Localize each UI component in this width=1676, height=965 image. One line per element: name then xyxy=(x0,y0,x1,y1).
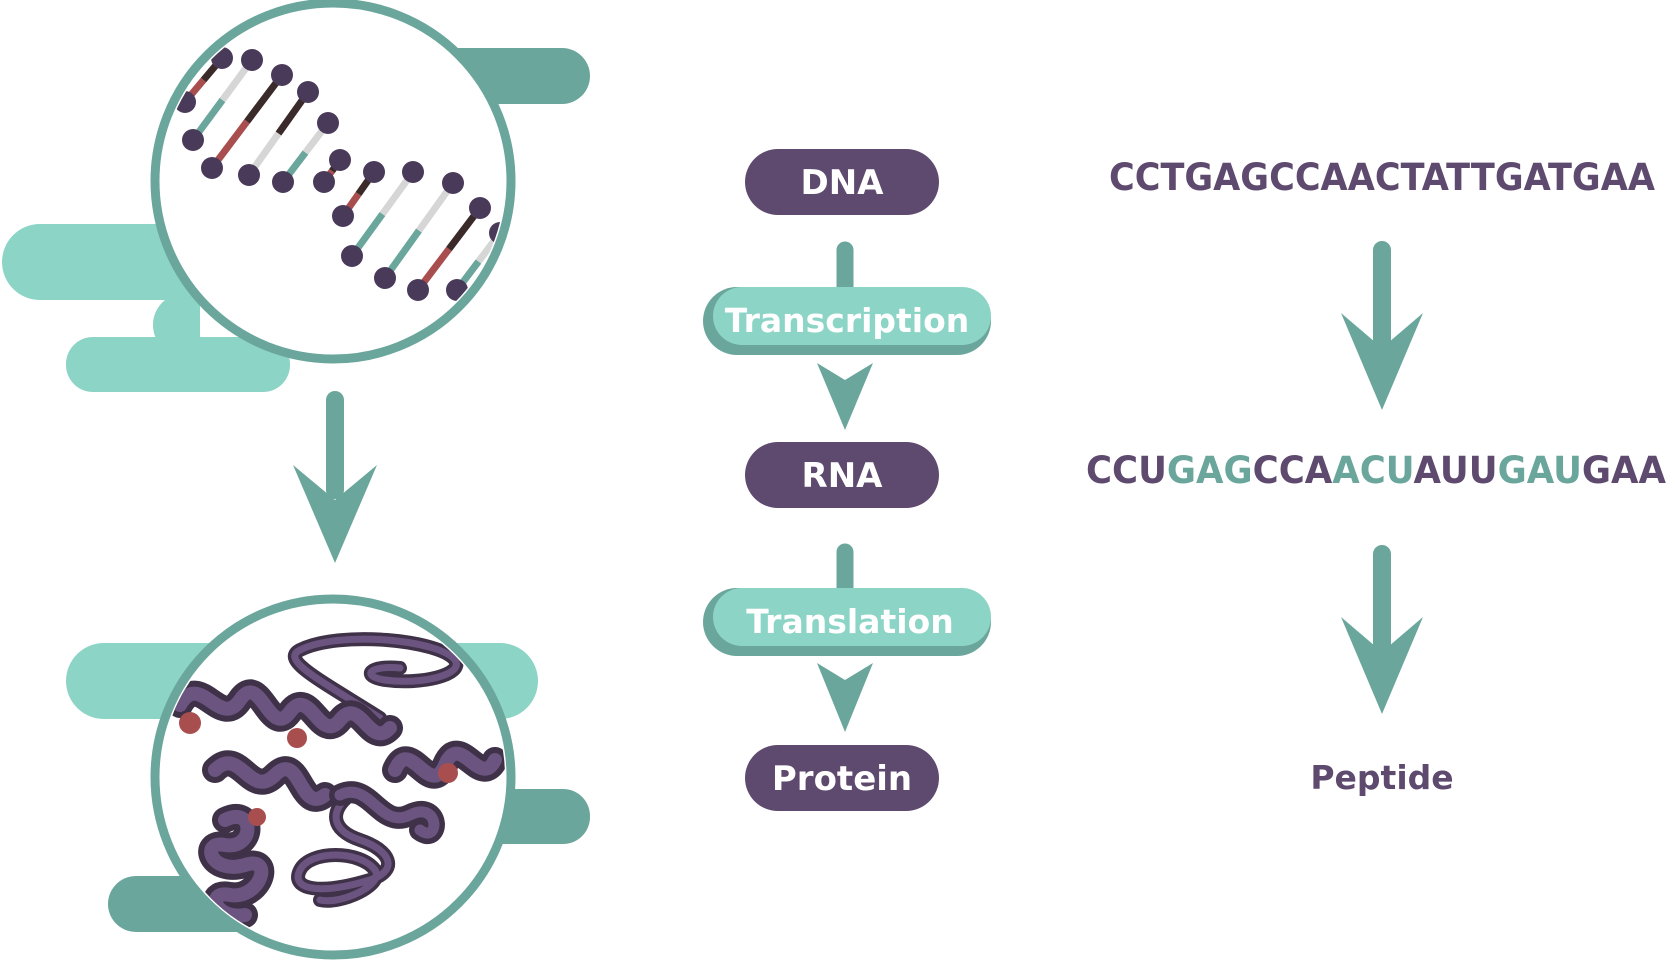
rna-sequence: CCUGAGCCAACUAUUGAUGAA xyxy=(1086,449,1666,492)
decor-blob xyxy=(2,224,200,350)
arrow-down-icon xyxy=(1341,545,1423,714)
dna-nucleotide xyxy=(241,49,263,71)
dna-illustration xyxy=(2,0,590,392)
dna-nucleotide xyxy=(313,171,335,193)
dna-nucleotide xyxy=(182,129,204,151)
rna-stage: RNA xyxy=(745,442,939,508)
transcription-step: Transcription xyxy=(703,287,991,355)
arrow-down-icon xyxy=(1341,241,1423,410)
dna-nucleotide xyxy=(317,112,339,134)
dna-nucleotide xyxy=(329,149,351,171)
dna-nucleotide xyxy=(297,81,319,103)
dna-helix-icon xyxy=(174,47,505,301)
dna-nucleotide xyxy=(271,64,293,86)
rna-codon: AUU xyxy=(1414,449,1498,492)
rna-codon: GAU xyxy=(1498,449,1582,492)
dna-nucleotide xyxy=(442,172,464,194)
protein-ribbon-icon xyxy=(167,632,505,929)
dna-stage: DNA xyxy=(745,149,939,215)
dna-nucleotide xyxy=(374,267,396,289)
dna-sequence: CCTGAGCCAACTATTGATGAA xyxy=(1109,156,1655,199)
arrow-down-icon xyxy=(293,391,377,563)
translation-label: Translation xyxy=(746,602,953,641)
rna-codon: CCU xyxy=(1086,449,1167,492)
protein-stage: Protein xyxy=(745,745,939,811)
rna-stage-label: RNA xyxy=(802,456,884,496)
dna-nucleotide xyxy=(272,171,294,193)
dna-nucleotide xyxy=(363,161,385,183)
dna-nucleotide xyxy=(341,245,363,267)
decor-blob xyxy=(66,337,290,392)
rna-codon: GAG xyxy=(1167,449,1253,492)
dna-nucleotide xyxy=(238,164,260,186)
dna-nucleotide xyxy=(402,161,424,183)
peptide-label: Peptide xyxy=(1310,758,1453,797)
dna-nucleotide xyxy=(332,205,354,227)
protein-stage-label: Protein xyxy=(772,759,912,799)
rna-codon: ACU xyxy=(1332,449,1413,492)
transcription-label: Transcription xyxy=(725,301,970,340)
translation-step: Translation xyxy=(703,588,991,656)
dna-nucleotide xyxy=(407,279,429,301)
rna-codon: CCA xyxy=(1253,449,1333,492)
rna-codon: GAA xyxy=(1582,449,1666,492)
protein-illustration xyxy=(66,594,590,960)
dna-stage-label: DNA xyxy=(801,163,885,203)
dna-nucleotide xyxy=(201,157,223,179)
dna-nucleotide xyxy=(469,197,491,219)
